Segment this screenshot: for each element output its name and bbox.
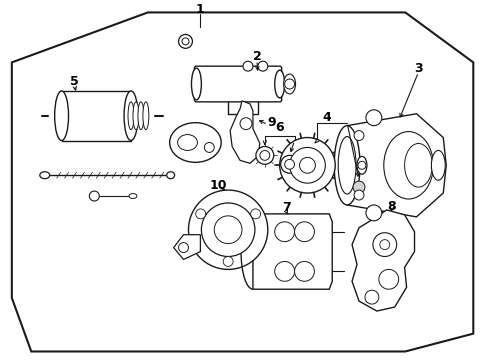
Ellipse shape [334,126,360,205]
Ellipse shape [138,102,144,130]
Circle shape [275,222,294,242]
FancyBboxPatch shape [195,66,282,102]
Circle shape [294,222,315,242]
Polygon shape [347,114,446,217]
Text: 7: 7 [282,202,291,215]
Ellipse shape [338,136,356,194]
Circle shape [258,61,268,71]
Circle shape [256,147,274,164]
Circle shape [223,257,233,266]
Polygon shape [230,101,260,163]
Circle shape [294,261,315,281]
Polygon shape [12,13,473,351]
Circle shape [178,35,193,48]
Circle shape [251,209,261,219]
Circle shape [189,190,268,269]
Circle shape [178,243,189,252]
FancyBboxPatch shape [62,91,131,140]
Text: 6: 6 [275,121,284,134]
Polygon shape [173,235,200,260]
Circle shape [380,240,390,249]
Text: 10: 10 [210,179,227,192]
Circle shape [379,269,399,289]
Circle shape [365,290,379,304]
Text: 3: 3 [414,62,423,75]
Text: 9: 9 [268,116,276,129]
Ellipse shape [177,135,197,150]
Circle shape [353,181,365,193]
Circle shape [281,156,298,173]
Circle shape [89,191,99,201]
Ellipse shape [431,150,445,180]
Ellipse shape [124,91,138,140]
Text: 8: 8 [388,201,396,213]
Circle shape [354,131,364,140]
Circle shape [240,118,252,130]
Ellipse shape [129,194,137,198]
Ellipse shape [40,172,49,179]
Ellipse shape [128,102,134,130]
Text: 5: 5 [70,75,79,87]
Circle shape [354,190,364,200]
Circle shape [275,261,294,281]
Ellipse shape [55,91,69,140]
Circle shape [299,157,316,173]
Circle shape [366,205,382,221]
Ellipse shape [192,68,201,100]
Ellipse shape [284,74,295,94]
Ellipse shape [133,102,139,130]
Ellipse shape [357,156,367,174]
Circle shape [280,138,335,193]
Circle shape [243,61,253,71]
Circle shape [285,159,294,169]
Circle shape [290,148,325,183]
Text: 4: 4 [323,111,332,124]
Circle shape [285,79,294,89]
Circle shape [182,38,189,45]
Circle shape [196,209,206,219]
Circle shape [373,233,397,257]
Circle shape [201,203,255,257]
Ellipse shape [170,123,221,162]
Circle shape [204,143,214,152]
Circle shape [260,150,270,160]
Polygon shape [253,214,332,289]
Ellipse shape [275,70,285,98]
Text: 2: 2 [252,50,261,63]
Circle shape [214,216,242,244]
Text: 1: 1 [196,3,205,16]
Circle shape [358,161,366,169]
Ellipse shape [167,172,174,179]
Polygon shape [352,210,415,311]
Ellipse shape [143,102,149,130]
Circle shape [366,110,382,126]
